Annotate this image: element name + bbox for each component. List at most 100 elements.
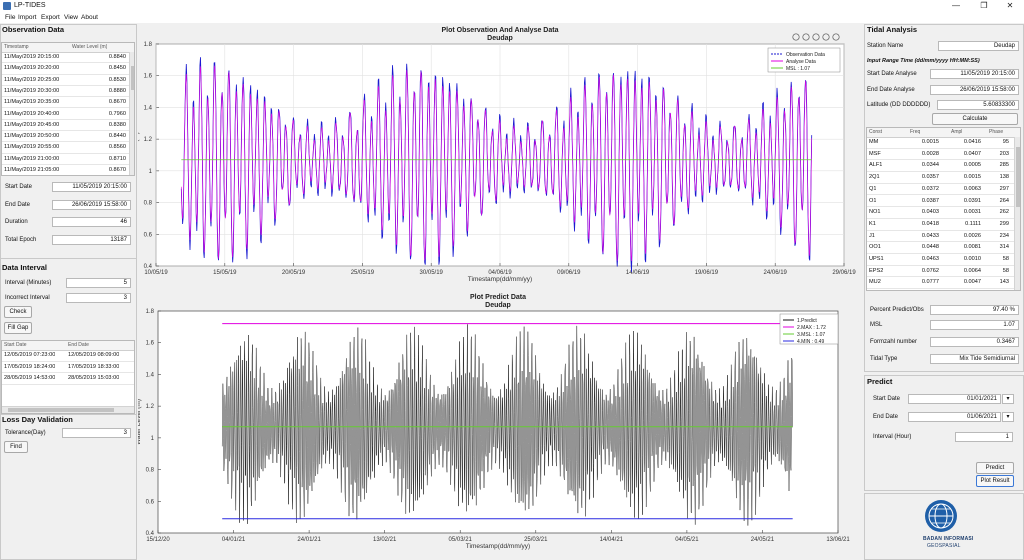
formzahl-field[interactable]: 0.3467 bbox=[930, 337, 1019, 347]
menu-about[interactable]: About bbox=[81, 14, 98, 21]
table-row[interactable]: 28/05/2019 14:53:00 28/05/2019 15:03:00 bbox=[2, 373, 134, 385]
interval-h-scrollbar[interactable] bbox=[2, 406, 134, 413]
table-row[interactable]: 11/May/2019 20:15:00 0.8840 bbox=[2, 52, 129, 64]
table-cell: 0.8450 bbox=[108, 65, 126, 72]
menu-export[interactable]: Export bbox=[41, 14, 60, 21]
y-tick-label: 1.2 bbox=[144, 137, 153, 143]
table-row[interactable]: MM 0.0015 0.0416 95 bbox=[867, 137, 1014, 149]
predict-end-field[interactable]: 01/06/2021 bbox=[908, 412, 1001, 422]
start-date-field[interactable]: 11/05/2019 20:15:00 bbox=[52, 182, 131, 192]
y-tick-label: 0.6 bbox=[144, 232, 153, 238]
input-range-hint: Input Range Time (dd/mm/yyyy HH:MM:SS) bbox=[867, 58, 980, 64]
app-icon bbox=[3, 2, 11, 10]
start-date-analyse-field[interactable]: 11/05/2019 20:15:00 bbox=[930, 69, 1019, 79]
table-row[interactable]: 17/05/2019 18:24:00 17/05/2019 18:33:00 bbox=[2, 362, 134, 373]
table-row[interactable]: 11/May/2019 20:45:00 0.8380 bbox=[2, 120, 129, 132]
menu-file[interactable]: File bbox=[5, 14, 16, 21]
end-date-field[interactable]: 26/06/2019 15:58:00 bbox=[52, 200, 131, 210]
logo-panel: BADAN INFORMASI GEOSPASIAL bbox=[864, 493, 1024, 560]
end-date-analyse-field[interactable]: 26/06/2019 15:58:00 bbox=[930, 85, 1019, 95]
table-cell: EPS2 bbox=[869, 267, 884, 274]
zoom-in-icon[interactable] bbox=[812, 33, 820, 41]
observation-scrollbar[interactable] bbox=[129, 52, 134, 175]
table-row[interactable]: 11/May/2019 20:25:00 0.8530 bbox=[2, 75, 129, 86]
msl-label: MSL bbox=[870, 322, 883, 328]
percent-field[interactable]: 97.40 % bbox=[930, 305, 1019, 315]
tidal-type-field[interactable]: Mix Tide Semidiurnal bbox=[930, 354, 1019, 364]
table-row[interactable]: Q1 0.0372 0.0063 297 bbox=[867, 184, 1014, 196]
table-row[interactable]: 12/05/2019 07:23:00 12/05/2019 08:09:00 bbox=[2, 350, 134, 362]
menu-view[interactable]: View bbox=[64, 14, 78, 21]
table-row[interactable]: 11/May/2019 20:35:00 0.8670 bbox=[2, 97, 129, 109]
toolbar-glyph bbox=[832, 33, 840, 41]
restore-button[interactable]: ❐ bbox=[980, 1, 988, 10]
table-cell: MM bbox=[869, 139, 879, 145]
table-cell: 0.0010 bbox=[963, 256, 981, 262]
interval-hour-field[interactable]: 1 bbox=[955, 432, 1013, 442]
incorrect-interval-field[interactable]: 3 bbox=[66, 293, 131, 303]
predict-end-dropdown[interactable]: ▾ bbox=[1002, 412, 1014, 422]
check-button[interactable]: Check bbox=[4, 306, 32, 318]
menu-import[interactable]: Import bbox=[18, 14, 37, 21]
table-row[interactable]: 11/May/2019 21:00:00 0.8710 bbox=[2, 154, 129, 165]
constituents-table[interactable]: Const Freq Ampl Phase MM 0.0015 0.0416 95 MS… bbox=[866, 127, 1021, 291]
y-tick-label: 0.6 bbox=[146, 499, 155, 505]
table-row[interactable]: 11/May/2019 20:40:00 0.7960 bbox=[2, 109, 129, 120]
pan-icon[interactable] bbox=[802, 33, 810, 41]
table-row[interactable]: 2Q1 0.0357 0.0015 138 bbox=[867, 172, 1014, 184]
total-epoch-field[interactable]: 13187 bbox=[52, 235, 131, 245]
observation-table[interactable]: Timestamp Water Level (m) 11/May/2019 20… bbox=[1, 42, 135, 176]
table-row[interactable]: OO1 0.0448 0.0081 314 bbox=[867, 242, 1014, 254]
calculate-button[interactable]: Calculate bbox=[932, 113, 1018, 125]
table-row[interactable]: O1 0.0387 0.0391 264 bbox=[867, 196, 1014, 208]
close-button[interactable]: ✕ bbox=[1006, 1, 1014, 10]
table-cell: 0.0407 bbox=[963, 150, 981, 157]
home-icon[interactable] bbox=[832, 33, 840, 41]
table-row[interactable]: K1 0.0418 0.1111 299 bbox=[867, 219, 1014, 231]
interval-minutes-field[interactable]: 5 bbox=[66, 278, 131, 288]
column-header-timestamp: Timestamp bbox=[4, 44, 29, 50]
chart-title: Plot Predict Data bbox=[470, 294, 526, 301]
fill-gap-button[interactable]: Fill Gap bbox=[4, 322, 32, 334]
minimize-button[interactable]: — bbox=[952, 1, 960, 10]
station-name-field[interactable]: Deudap bbox=[938, 41, 1019, 51]
table-cell: 11/May/2019 20:30:00 bbox=[4, 87, 60, 94]
predict-start-field[interactable]: 01/01/2021 bbox=[908, 394, 1001, 404]
table-row[interactable]: 11/May/2019 20:55:00 0.8560 bbox=[2, 142, 129, 154]
latitude-field[interactable]: 5.60833300 bbox=[937, 100, 1019, 110]
msl-field[interactable]: 1.07 bbox=[930, 320, 1019, 330]
legend-label: 2.MAX : 1.72 bbox=[797, 325, 826, 331]
table-row[interactable]: EPS2 0.0762 0.0064 58 bbox=[867, 266, 1014, 278]
table-cell: 11/May/2019 21:00:00 bbox=[4, 155, 60, 162]
brush-icon[interactable] bbox=[792, 33, 800, 41]
constituents-scrollbar[interactable] bbox=[1014, 137, 1020, 290]
tolerance-field[interactable]: 3 bbox=[62, 428, 131, 438]
chevron-down-icon: ▾ bbox=[1006, 396, 1010, 402]
table-row[interactable]: ALF1 0.0344 0.0005 285 bbox=[867, 160, 1014, 173]
table-row[interactable]: 11/May/2019 21:05:00 0.8670 bbox=[2, 165, 129, 175]
predict-start-dropdown[interactable]: ▾ bbox=[1002, 394, 1014, 404]
duration-field[interactable]: 46 bbox=[52, 217, 131, 227]
table-row[interactable]: J1 0.0433 0.0026 234 bbox=[867, 231, 1014, 243]
table-row[interactable]: 11/May/2019 20:50:00 0.8440 bbox=[2, 131, 129, 143]
interval-table[interactable]: Start Date End Date 12/05/2019 07:23:00 1… bbox=[1, 340, 135, 414]
plot-result-button[interactable]: Plot Result bbox=[976, 475, 1014, 487]
table-row[interactable]: UPS1 0.0463 0.0010 58 bbox=[867, 254, 1014, 266]
find-button[interactable]: Find bbox=[4, 441, 28, 453]
table-cell: 138 bbox=[999, 174, 1009, 181]
table-row[interactable]: 11/May/2019 20:30:00 0.8880 bbox=[2, 86, 129, 98]
y-tick-label: 1 bbox=[149, 169, 153, 175]
table-cell: 12/05/2019 08:09:00 bbox=[68, 352, 120, 358]
y-tick-label: 1.4 bbox=[146, 372, 155, 378]
table-row[interactable]: MU2 0.0777 0.0047 143 bbox=[867, 277, 1014, 290]
loss-day-title: Loss Day Validation bbox=[2, 415, 73, 424]
table-row[interactable]: MSF 0.0028 0.0407 203 bbox=[867, 149, 1014, 161]
predict-button[interactable]: Predict bbox=[976, 462, 1014, 474]
zoom-out-icon[interactable] bbox=[822, 33, 830, 41]
table-row[interactable]: 11/May/2019 20:20:00 0.8450 bbox=[2, 63, 129, 75]
table-row[interactable]: NO1 0.0403 0.0031 262 bbox=[867, 207, 1014, 219]
table-cell: 0.8380 bbox=[108, 121, 126, 128]
